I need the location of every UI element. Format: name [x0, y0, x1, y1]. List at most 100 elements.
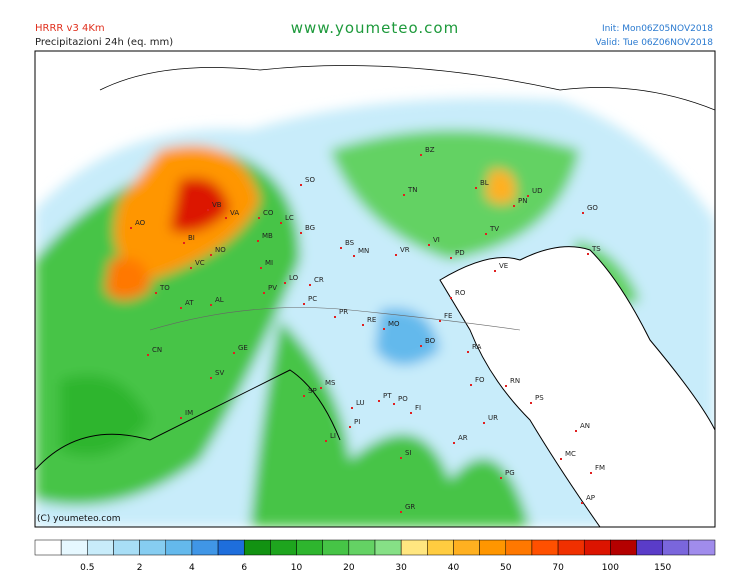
- colorbar-swatch: [87, 539, 114, 556]
- city-marker: [439, 320, 441, 322]
- city-label: VC: [195, 259, 205, 267]
- city-marker: [527, 195, 529, 197]
- city-marker: [263, 292, 265, 294]
- city-label: LU: [356, 399, 365, 407]
- colorbar-swatch: [322, 539, 350, 556]
- city-label: CO: [263, 209, 274, 217]
- city-label: PT: [383, 392, 392, 400]
- city-label: FE: [444, 312, 452, 320]
- colorbar-swatch: [60, 539, 88, 556]
- colorbar-swatch: [165, 539, 193, 556]
- city-label: BZ: [425, 146, 435, 154]
- city-label: PR: [339, 308, 348, 316]
- valid: Valid: Tue 06Z06NOV2018: [595, 38, 713, 48]
- city-marker: [258, 217, 260, 219]
- city-marker: [233, 352, 235, 354]
- city-marker: [320, 387, 322, 389]
- city-labels: AO VB BI VA CO LC MB NO VC MI TO AT AL CN SV GE IM BG BS SO…: [130, 146, 605, 513]
- colorbar-label: 30: [395, 563, 407, 573]
- city-label: LC: [285, 214, 294, 222]
- product: Precipitazioni 24h (eq. mm): [35, 37, 173, 48]
- city-marker: [210, 377, 212, 379]
- colorbar-label: 20: [343, 563, 355, 573]
- city-label: FO: [475, 376, 485, 384]
- colorbar-label: 40: [448, 563, 460, 573]
- city-label: VA: [230, 209, 239, 217]
- city-label: VB: [212, 201, 222, 209]
- colorbar-swatch: [453, 539, 480, 556]
- colorbar-swatch: [505, 539, 533, 556]
- colorbar-swatch: [348, 539, 376, 556]
- city-label: GR: [405, 503, 415, 511]
- city-marker: [450, 297, 452, 299]
- city-marker: [303, 395, 305, 397]
- city-marker: [560, 458, 562, 460]
- city-label: BI: [188, 234, 195, 242]
- colorbar-swatch: [636, 539, 663, 556]
- colorbar-swatch: [583, 539, 611, 556]
- city-marker: [130, 227, 132, 229]
- city-label: IM: [185, 409, 193, 417]
- colorbar-swatch: [662, 539, 690, 556]
- city-label: MI: [265, 259, 273, 267]
- city-label: BG: [305, 224, 315, 232]
- colorbar-swatch: [610, 539, 637, 556]
- city-marker: [403, 194, 405, 196]
- city-label: PC: [308, 295, 317, 303]
- colorbar-label: 10: [291, 563, 303, 573]
- city-marker: [303, 303, 305, 305]
- colorbar-swatch: [557, 539, 585, 556]
- colorbar-swatch: [191, 539, 219, 556]
- city-marker: [581, 502, 583, 504]
- city-label: RO: [455, 289, 466, 297]
- city-label: AP: [586, 494, 595, 502]
- city-label: VI: [433, 236, 440, 244]
- city-marker: [587, 253, 589, 255]
- city-label: GO: [587, 204, 598, 212]
- city-label: TO: [159, 284, 170, 292]
- city-marker: [450, 257, 452, 259]
- city-marker: [225, 217, 227, 219]
- city-label: CR: [314, 276, 324, 284]
- city-marker: [210, 304, 212, 306]
- city-label: TS: [591, 245, 601, 253]
- city-label: CN: [152, 346, 162, 354]
- init: Init: Mon06Z05NOV2018: [602, 24, 713, 34]
- city-label: PV: [268, 284, 277, 292]
- colorbar-label: 4: [189, 563, 195, 573]
- colorbar-swatch: [531, 539, 559, 556]
- city-label: PO: [398, 395, 408, 403]
- city-label: AR: [458, 434, 468, 442]
- city-marker: [513, 205, 515, 207]
- city-label: TV: [489, 225, 499, 233]
- colorbar-swatch: [374, 539, 402, 556]
- colorbar-label: 150: [654, 563, 671, 573]
- city-label: RA: [472, 343, 482, 351]
- city-marker: [575, 430, 577, 432]
- city-marker: [300, 232, 302, 234]
- city-marker: [420, 345, 422, 347]
- colorbar-swatch: [34, 539, 62, 556]
- city-marker: [190, 267, 192, 269]
- city-label: AO: [135, 219, 146, 227]
- city-label: UD: [532, 187, 543, 195]
- city-label: AL: [215, 296, 224, 304]
- city-marker: [340, 247, 342, 249]
- city-marker: [349, 426, 351, 428]
- city-marker: [410, 412, 412, 414]
- city-label: UR: [488, 414, 498, 422]
- model: HRRR v3 4Km: [35, 23, 105, 34]
- city-marker: [180, 307, 182, 309]
- colorbar-label: 0.5: [80, 563, 94, 573]
- colorbar-label: 70: [552, 563, 564, 573]
- city-marker: [485, 233, 487, 235]
- colorbar-swatch: [243, 539, 271, 556]
- city-label: FI: [415, 404, 421, 412]
- city-label: RN: [510, 377, 520, 385]
- city-label: MC: [565, 450, 576, 458]
- city-label: SV: [215, 369, 224, 377]
- city-marker: [280, 222, 282, 224]
- city-marker: [470, 384, 472, 386]
- city-label: AN: [580, 422, 590, 430]
